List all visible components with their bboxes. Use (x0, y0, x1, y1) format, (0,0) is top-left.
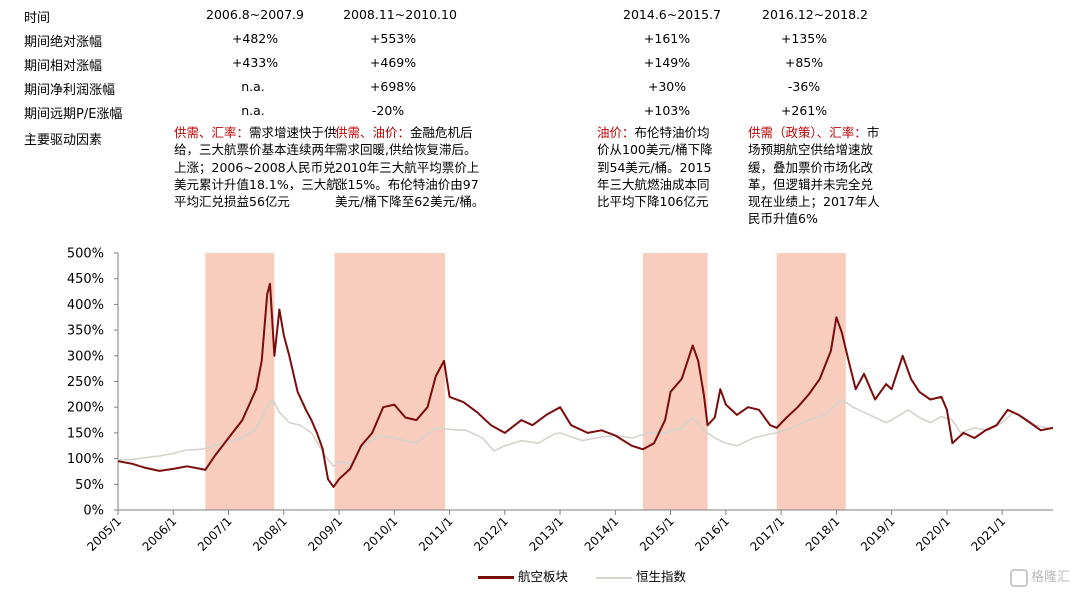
driver-body-p4: 市场预期航空供给增速放缓，叠加票价市场化改革，但逻辑并未完全兑现在业绩上；201… (748, 125, 880, 227)
driver-key-p3: 油价： (597, 125, 635, 140)
x-tick-label: 2011/1 (416, 514, 456, 554)
y-tick-label: 250% (67, 375, 104, 390)
row-label-rel-change: 期间相对涨幅 (24, 59, 103, 74)
cell-abs-p4: +135% (780, 31, 828, 46)
shaded-period-4 (776, 253, 846, 510)
driver-body-p2: 金融危机后需求回暖,供给恢复滞后。2010年三大航平均票价上涨15%。布伦特油价… (335, 125, 485, 210)
cell-rel-p3: +149% (643, 55, 691, 70)
row-label-drivers: 主要驱动因素 (24, 133, 103, 148)
y-tick-label: 450% (67, 272, 104, 287)
x-tick-label: 2015/1 (637, 514, 677, 554)
shaded-period-2 (334, 253, 446, 510)
x-tick-label: 2021/1 (969, 514, 1009, 554)
shaded-period-1 (205, 253, 275, 510)
cell-profit-p1: n.a. (241, 79, 265, 94)
y-tick-label: 50% (75, 478, 104, 493)
legend-swatch-hsi (596, 576, 632, 579)
legend-label-hsi: 恒生指数 (636, 569, 687, 584)
cell-time-p3: 2014.6~2015.7 (623, 7, 721, 22)
cell-abs-p2: +553% (369, 31, 417, 46)
y-tick-label: 100% (67, 452, 104, 467)
driver-text-p1: 供需、汇率：需求增速快于供给，三大航票价基本连续两年上涨；2006~2008人民… (174, 124, 340, 210)
series-line-airline (117, 282, 1054, 488)
logo-icon (1009, 568, 1028, 587)
cell-rel-p2: +469% (369, 55, 417, 70)
x-tick-label: 2019/1 (858, 514, 898, 554)
legend-label-airline: 航空板块 (518, 569, 569, 584)
driver-text-p4: 供需（政策）、汇率：市场预期航空供给增速放缓，叠加票价市场化改革，但逻辑并未完全… (748, 124, 880, 228)
x-tick-label: 2008/1 (250, 514, 290, 554)
series-lines (117, 282, 1054, 488)
y-tick-label: 400% (67, 298, 104, 313)
legend-item-hsi: 恒生指数 (596, 566, 686, 585)
x-tick-label: 2016/1 (692, 514, 732, 554)
cell-pe-p2: -20% (371, 103, 405, 118)
x-tick-label: 2018/1 (803, 514, 843, 554)
cell-pe-p3: +103% (643, 103, 691, 118)
driver-key-p4: 供需（政策）、汇率： (748, 125, 867, 140)
x-tick-label: 2006/1 (140, 514, 180, 554)
cell-profit-p4: -36% (787, 79, 821, 94)
x-tick-label: 2013/1 (526, 514, 566, 554)
y-tick-label: 500% (67, 247, 104, 262)
y-tick-label: 200% (67, 401, 104, 416)
series-line-hsi (117, 398, 1054, 468)
x-tick-label: 2012/1 (471, 514, 511, 554)
cell-abs-p3: +161% (643, 31, 691, 46)
row-label-pe-change: 期间远期P/E涨幅 (24, 107, 123, 122)
row-label-time: 时间 (24, 11, 51, 26)
shaded-periods (205, 253, 846, 510)
cell-profit-p2: +698% (369, 79, 417, 94)
x-tick-label: 2007/1 (195, 514, 235, 554)
x-tick-label: 2020/1 (913, 514, 953, 554)
watermark-logo: 格隆汇 (1009, 566, 1070, 587)
y-tick-label: 300% (67, 349, 104, 364)
cell-time-p2: 2008.11~2010.10 (343, 7, 457, 22)
y-tick-label: 150% (67, 426, 104, 441)
cell-pe-p4: +261% (780, 103, 828, 118)
logo-text: 格隆汇 (1030, 570, 1070, 585)
legend-item-airline: 航空板块 (478, 566, 568, 585)
driver-key-p1: 供需、汇率： (174, 125, 250, 140)
x-tick-label: 2017/1 (747, 514, 787, 554)
cell-abs-p1: +482% (231, 31, 279, 46)
driver-body-p1: 需求增速快于供给，三大航票价基本连续两年上涨；2006~2008人民币兑美元累计… (174, 125, 339, 210)
driver-key-p2: 供需、油价： (335, 125, 411, 140)
y-tick-label: 350% (67, 324, 104, 339)
cell-time-p4: 2016.12~2018.2 (762, 7, 868, 22)
driver-text-p2: 供需、油价：金融危机后需求回暖,供给恢复滞后。2010年三大航平均票价上涨15%… (335, 124, 485, 210)
x-tick-label: 2014/1 (582, 514, 622, 554)
row-label-profit-change: 期间净利润涨幅 (24, 83, 116, 98)
x-tick-label: 2010/1 (361, 514, 401, 554)
driver-text-p3: 油价：布伦特油价均价从100美元/桶下降到54美元/桶。2015年三大航燃油成本… (597, 124, 721, 210)
shaded-period-3 (642, 253, 708, 510)
x-tick-label: 2005/1 (84, 514, 124, 554)
x-tick-label: 2009/1 (305, 514, 345, 554)
cell-pe-p1: n.a. (241, 103, 265, 118)
y-tick-label: 0% (83, 504, 104, 519)
cell-time-p1: 2006.8~2007.9 (206, 7, 304, 22)
driver-body-p3: 布伦特油价均价从100美元/桶下降到54美元/桶。2015年三大航燃油成本同比平… (597, 125, 713, 210)
row-label-abs-change: 期间绝对涨幅 (24, 35, 103, 50)
cell-rel-p4: +85% (784, 55, 824, 70)
legend-swatch-airline (478, 576, 514, 579)
cell-rel-p1: +433% (231, 55, 279, 70)
cell-profit-p3: +30% (647, 79, 687, 94)
